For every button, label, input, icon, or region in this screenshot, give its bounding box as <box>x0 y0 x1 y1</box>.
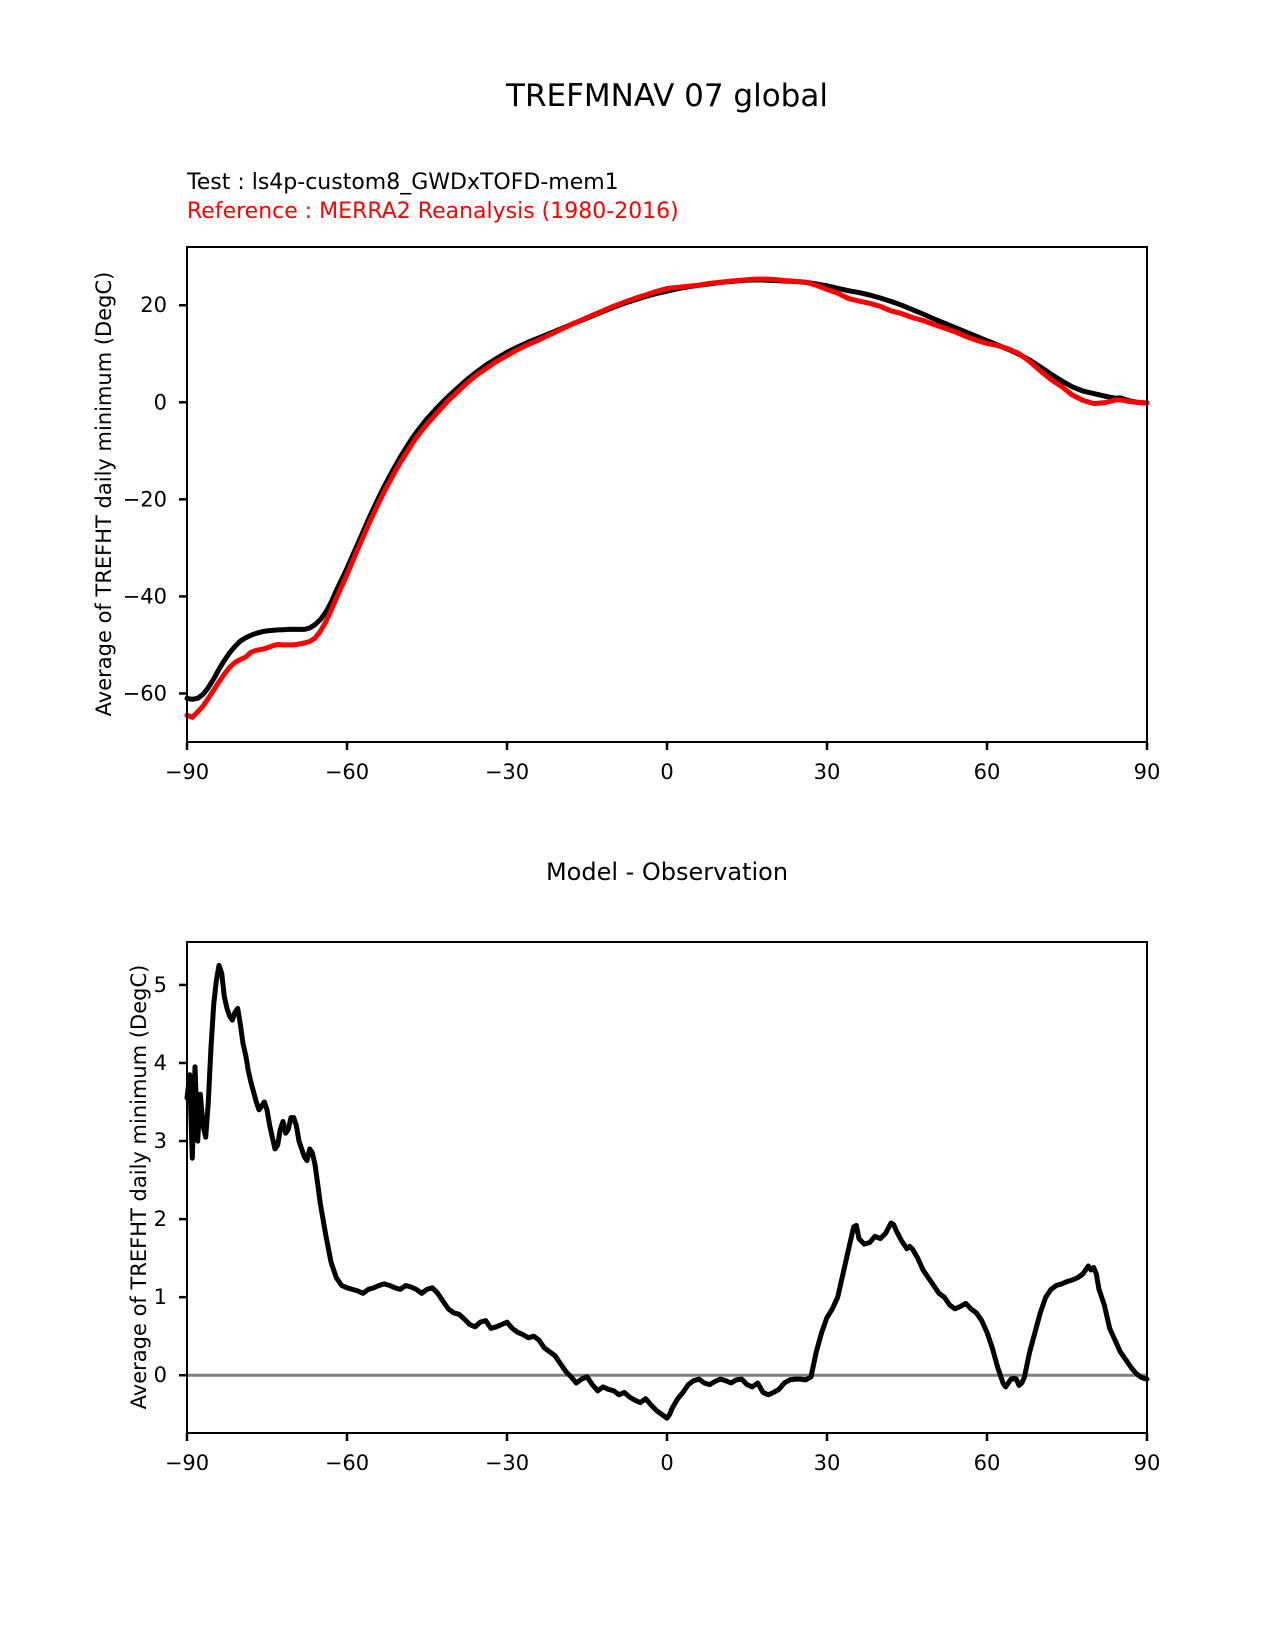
y-tick-label: 3 <box>154 1129 167 1153</box>
x-tick-label: 0 <box>660 760 673 784</box>
y-tick-label: 20 <box>140 293 167 317</box>
y-tick-label: 0 <box>154 390 167 414</box>
y-tick-label: 1 <box>154 1285 167 1309</box>
chart-1: −90 −60 −30 0 30 60 90 5 4 3 2 1 0 <box>154 941 1161 1475</box>
axes-frame <box>186 941 1148 1434</box>
y-tick-label: 2 <box>154 1207 167 1231</box>
reference-curve <box>184 276 1150 720</box>
test-curve <box>184 277 1150 702</box>
x-tick-label: 30 <box>814 1451 841 1475</box>
y-tick-label: −40 <box>123 584 167 608</box>
x-tick-label: −90 <box>165 1451 209 1475</box>
y-tick-label: −20 <box>123 487 167 511</box>
bottom-chart-title: Model - Observation <box>545 858 789 886</box>
difference-curve <box>184 962 1150 1421</box>
x-tick-label: 30 <box>814 760 841 784</box>
x-tick-label: −60 <box>325 760 369 784</box>
figure-title: TREFMNAV 07 global <box>506 78 828 114</box>
x-tick-label: −90 <box>165 760 209 784</box>
x-tick-label: 60 <box>974 1451 1001 1475</box>
y-tick-label: −60 <box>123 681 167 705</box>
chart-0: −90 −60 −30 0 30 60 90 20 0 −20 −40 −60 <box>123 246 1161 784</box>
y-tick-label: 5 <box>154 973 167 997</box>
x-tick-label: 90 <box>1134 760 1161 784</box>
y-tick-label: 4 <box>154 1051 167 1075</box>
legend-test-label: Test : ls4p-custom8_GWDxTOFD-mem1 <box>187 170 619 195</box>
y-tick-label: 0 <box>154 1363 167 1387</box>
x-tick-label: 90 <box>1134 1451 1161 1475</box>
x-tick-label: −30 <box>485 760 529 784</box>
x-tick-label: −60 <box>325 1451 369 1475</box>
legend: Test : ls4p-custom8_GWDxTOFD-mem1 Refere… <box>187 168 679 226</box>
x-tick-label: −30 <box>485 1451 529 1475</box>
legend-reference-label: Reference : MERRA2 Reanalysis (1980-2016… <box>187 199 679 224</box>
axes-frame <box>186 246 1148 743</box>
x-tick-label: 60 <box>974 760 1001 784</box>
x-tick-label: 0 <box>660 1451 673 1475</box>
